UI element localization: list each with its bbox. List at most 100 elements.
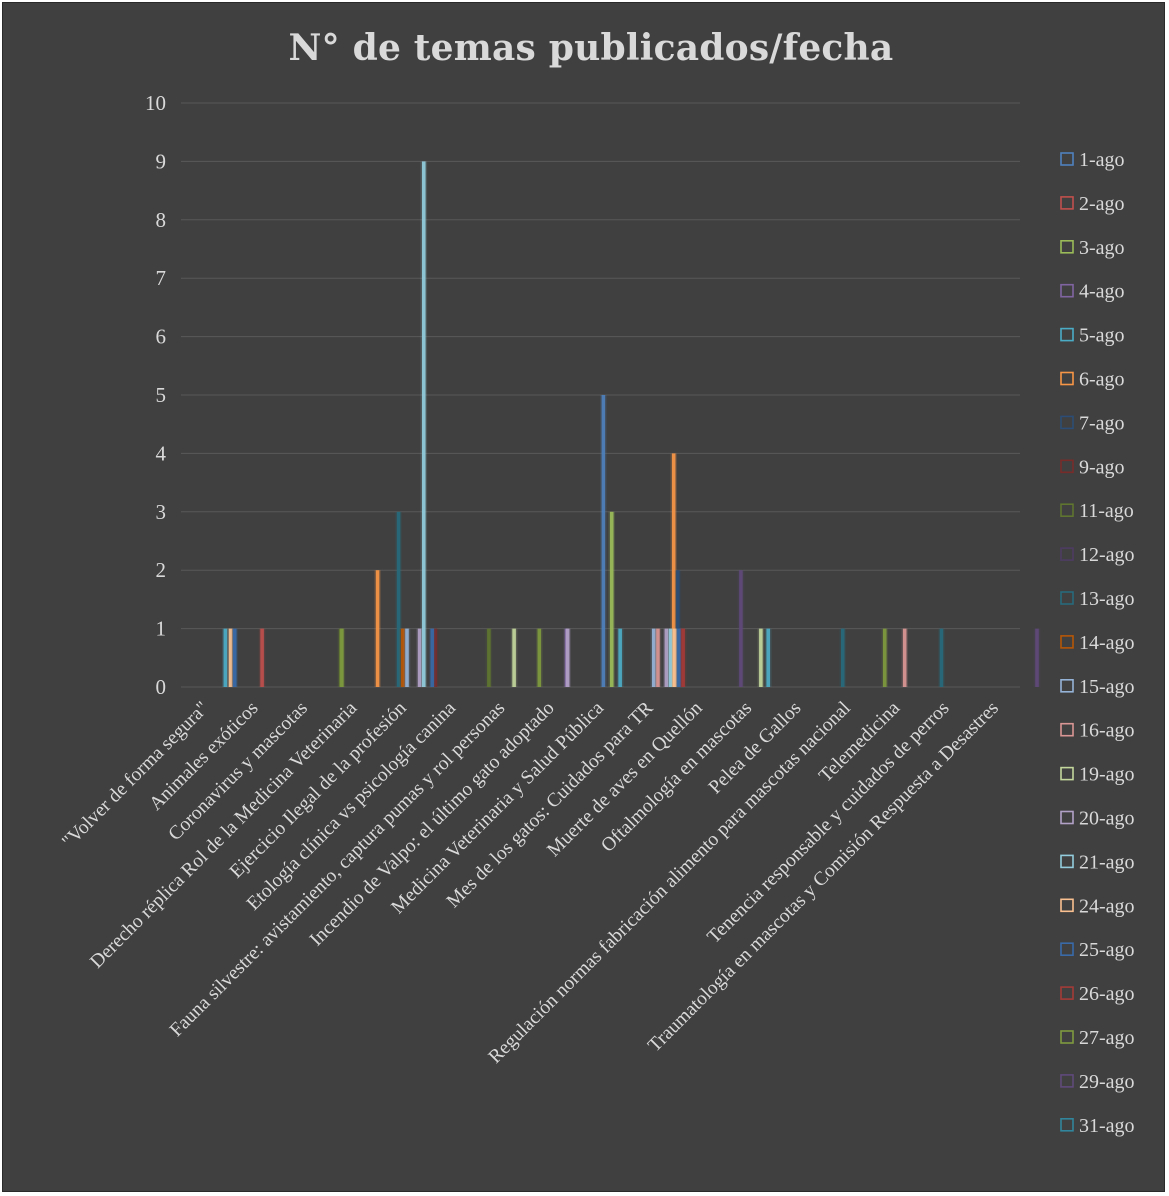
bar-20-ago-4 bbox=[417, 628, 422, 687]
bar-9-ago-5 bbox=[433, 628, 438, 687]
bar-glow bbox=[535, 628, 543, 687]
bar-glow bbox=[901, 628, 909, 687]
legend-swatch bbox=[1060, 1030, 1074, 1044]
y-tick-label: 7 bbox=[156, 266, 167, 290]
legend-swatch bbox=[1060, 459, 1074, 474]
bar-29-ago-10 bbox=[739, 570, 743, 687]
bar-glow bbox=[608, 511, 616, 687]
gridlines bbox=[181, 102, 1020, 688]
bar-20-ago-9 bbox=[664, 628, 669, 687]
legend-swatch bbox=[1060, 898, 1074, 913]
legend-swatch bbox=[1060, 942, 1074, 957]
y-tick-label: 10 bbox=[145, 91, 166, 115]
legend-swatch bbox=[1060, 283, 1074, 298]
bar-19-ago-11 bbox=[759, 628, 763, 687]
bar-19-ago-6 bbox=[512, 628, 516, 687]
legend-swatch bbox=[1060, 327, 1074, 342]
legend-label: 7-ago bbox=[1079, 412, 1125, 434]
bar-glow bbox=[374, 570, 381, 687]
bar-21-ago-4 bbox=[421, 161, 426, 687]
bar-glow bbox=[416, 628, 423, 687]
bar-glow bbox=[510, 628, 518, 687]
legend-label: 13-ago bbox=[1079, 588, 1135, 610]
bar-25-ago-0 bbox=[232, 628, 237, 687]
legend-label: 20-ago bbox=[1079, 808, 1135, 830]
bar-glow bbox=[616, 628, 624, 687]
bar-glow bbox=[663, 628, 670, 687]
y-tick-label: 4 bbox=[156, 441, 167, 465]
bar-24-ago-9 bbox=[672, 628, 677, 687]
legend-swatch bbox=[1060, 415, 1074, 430]
bar-glow bbox=[671, 628, 679, 687]
legend-swatch bbox=[1060, 678, 1074, 693]
bar-20-ago-7 bbox=[565, 628, 570, 687]
legend-swatch bbox=[1060, 766, 1074, 781]
legend-swatch bbox=[1060, 503, 1074, 518]
legend-label: 25-ago bbox=[1079, 939, 1135, 961]
bar-glow bbox=[764, 628, 772, 687]
bar-16-ago-14 bbox=[902, 628, 907, 687]
legend-label: 4-ago bbox=[1079, 281, 1125, 303]
legend-label: 19-ago bbox=[1079, 764, 1135, 786]
bar-glow bbox=[227, 628, 234, 687]
bar-glow bbox=[485, 628, 493, 687]
bar-24-ago-0 bbox=[228, 628, 233, 687]
bar-glow bbox=[258, 628, 266, 687]
bar-glow bbox=[1033, 628, 1041, 687]
bar-glow bbox=[338, 628, 346, 687]
legend-label: 15-ago bbox=[1079, 676, 1135, 698]
y-tick-label: 2 bbox=[156, 558, 167, 582]
bar-6-ago-4 bbox=[375, 570, 380, 687]
legend-label: 2-ago bbox=[1079, 193, 1125, 215]
bar-glow bbox=[432, 628, 439, 687]
bar-27-ago-6 bbox=[537, 628, 542, 687]
bar-glow bbox=[403, 628, 411, 687]
y-tick-label: 0 bbox=[156, 675, 167, 699]
legend-label: 31-ago bbox=[1079, 1115, 1135, 1137]
y-tick-label: 5 bbox=[156, 383, 167, 407]
bar-glow bbox=[675, 628, 683, 687]
bar-glow bbox=[428, 628, 436, 687]
legend-label: 29-ago bbox=[1079, 1071, 1135, 1093]
bar-5-ago-12 bbox=[766, 628, 771, 687]
bar-glow bbox=[231, 628, 239, 687]
legend-label: 11-ago bbox=[1079, 500, 1134, 522]
y-tick-label: 3 bbox=[156, 500, 167, 524]
bar-glow bbox=[737, 570, 745, 687]
legend-label: 1-ago bbox=[1079, 149, 1125, 171]
y-axis-ticks: 0 1 2 3 4 5 6 7 8 9 10 bbox=[145, 91, 167, 699]
legend-swatch bbox=[1060, 1118, 1074, 1132]
bars bbox=[222, 161, 1041, 687]
bar-glow bbox=[654, 628, 662, 687]
bar-glow bbox=[399, 628, 407, 687]
bar-glow bbox=[222, 628, 229, 687]
legend-label: 12-ago bbox=[1079, 544, 1135, 566]
legend-label: 24-ago bbox=[1079, 895, 1135, 917]
legend-swatch bbox=[1060, 547, 1074, 561]
legend-swatch bbox=[1060, 810, 1074, 825]
bar-14-ago-4 bbox=[400, 628, 405, 687]
y-tick-label: 8 bbox=[156, 208, 167, 232]
bar-2-ago-2 bbox=[260, 628, 264, 687]
bar-glow bbox=[420, 161, 428, 687]
legend-swatch bbox=[1060, 591, 1074, 605]
bar-glow bbox=[667, 628, 674, 687]
legend-swatch bbox=[1060, 635, 1074, 649]
bar-13-ago-15 bbox=[939, 628, 944, 687]
bar-glow bbox=[564, 628, 571, 687]
y-tick-label: 6 bbox=[156, 325, 167, 349]
legend-label: 9-ago bbox=[1079, 456, 1125, 478]
bar-11-ago-6 bbox=[487, 628, 491, 687]
chart-plot: 0 1 2 3 4 5 6 7 8 9 10 "Volver de forma segura"Ani… bbox=[58, 91, 1135, 1137]
bar-27-ago-2 bbox=[340, 628, 344, 687]
bar-5-ago-1 bbox=[223, 628, 228, 687]
legend-label: 5-ago bbox=[1079, 325, 1125, 347]
bar-glow bbox=[395, 511, 402, 687]
legend-swatch bbox=[1060, 196, 1074, 210]
legend-swatch bbox=[1060, 240, 1074, 254]
x-axis-ticks: "Volver de forma segura"Animales exótico… bbox=[58, 697, 1003, 1068]
legend: 1-ago 2-ago 3-ago 4-ago 5-ago 6-ago 7-ago 9-ago… bbox=[1060, 149, 1135, 1137]
bar-25-ago-9 bbox=[677, 628, 681, 687]
chart-title: N° de temas publicados/fecha bbox=[288, 27, 894, 69]
